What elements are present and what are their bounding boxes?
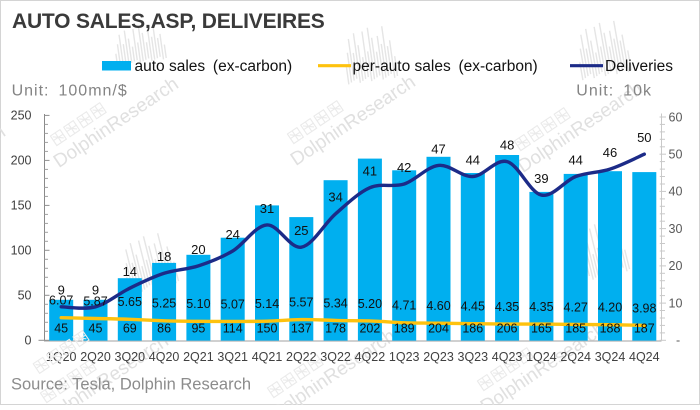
svg-text:4.71: 4.71 [392, 299, 416, 313]
svg-text:3Q23: 3Q23 [458, 350, 489, 364]
svg-text:14: 14 [123, 264, 137, 279]
svg-text:4Q20: 4Q20 [149, 350, 180, 364]
svg-text:204: 204 [428, 322, 449, 336]
svg-text:0: 0 [25, 334, 32, 348]
svg-text:44: 44 [568, 152, 582, 167]
svg-text:46: 46 [603, 145, 617, 160]
svg-text:69: 69 [123, 322, 137, 336]
svg-text:186: 186 [462, 322, 483, 336]
svg-text:1Q23: 1Q23 [389, 350, 420, 364]
svg-text:4.35: 4.35 [495, 300, 519, 314]
svg-text:Deliveries: Deliveries [605, 58, 673, 75]
svg-text:2Q24: 2Q24 [560, 350, 591, 364]
svg-text:185: 185 [565, 322, 586, 336]
svg-text:5.87: 5.87 [83, 294, 107, 308]
svg-text:202: 202 [359, 322, 380, 336]
svg-text:5.07: 5.07 [221, 297, 245, 311]
svg-text:187: 187 [634, 322, 655, 336]
svg-text:Unit: 10k: Unit: 10k [576, 83, 652, 100]
svg-text:206: 206 [497, 322, 518, 336]
svg-text:50: 50 [18, 289, 32, 303]
svg-text:34: 34 [328, 190, 342, 205]
svg-text:178: 178 [325, 322, 346, 336]
svg-text:25: 25 [294, 223, 308, 238]
svg-text:20: 20 [191, 242, 205, 257]
svg-text:auto sales (ex-carbon): auto sales (ex-carbon) [135, 58, 293, 75]
svg-text:5.10: 5.10 [186, 297, 210, 311]
svg-text:5.20: 5.20 [358, 297, 382, 311]
svg-text:95: 95 [191, 322, 205, 336]
svg-text:3.98: 3.98 [632, 301, 656, 315]
svg-text:60: 60 [669, 110, 683, 124]
svg-text:3Q24: 3Q24 [595, 350, 626, 364]
svg-text:165: 165 [531, 322, 552, 336]
svg-text:42: 42 [397, 160, 411, 175]
svg-text:188: 188 [600, 322, 621, 336]
svg-text:5.14: 5.14 [255, 297, 279, 311]
svg-text:5.65: 5.65 [118, 295, 142, 309]
svg-text:5.25: 5.25 [152, 297, 176, 311]
svg-text:41: 41 [363, 164, 377, 179]
svg-text:3Q20: 3Q20 [115, 350, 146, 364]
svg-text:189: 189 [394, 322, 415, 336]
svg-text:3Q21: 3Q21 [217, 350, 248, 364]
svg-text:250: 250 [11, 109, 32, 123]
svg-text:4.35: 4.35 [529, 300, 553, 314]
svg-text:4.27: 4.27 [564, 300, 588, 314]
svg-text:45: 45 [54, 322, 68, 336]
svg-text:50: 50 [637, 130, 651, 145]
svg-text:44: 44 [466, 152, 480, 167]
svg-text:4.60: 4.60 [426, 299, 450, 313]
svg-text:39: 39 [534, 171, 548, 186]
svg-text:Unit: 100mn/$: Unit: 100mn/$ [12, 83, 128, 100]
svg-text:4Q24: 4Q24 [629, 350, 660, 364]
svg-text:9: 9 [92, 283, 99, 298]
svg-text:5.34: 5.34 [323, 296, 347, 310]
svg-text:24: 24 [225, 227, 239, 242]
svg-text:5.57: 5.57 [289, 296, 313, 310]
svg-text:4Q22: 4Q22 [355, 350, 386, 364]
svg-text:2Q23: 2Q23 [423, 350, 454, 364]
svg-text:50: 50 [669, 148, 683, 162]
svg-text:20: 20 [669, 259, 683, 273]
svg-text:1Q24: 1Q24 [526, 350, 557, 364]
svg-text:9: 9 [58, 283, 65, 298]
svg-text:86: 86 [157, 322, 171, 336]
svg-text:40: 40 [669, 185, 683, 199]
svg-text:200: 200 [11, 154, 32, 168]
svg-text:2Q21: 2Q21 [183, 350, 214, 364]
svg-text:2Q20: 2Q20 [80, 350, 111, 364]
svg-text:2Q22: 2Q22 [286, 350, 317, 364]
svg-text:4Q21: 4Q21 [252, 350, 283, 364]
svg-text:6.07: 6.07 [49, 294, 73, 308]
svg-text:4Q23: 4Q23 [492, 350, 523, 364]
svg-text:3Q22: 3Q22 [320, 350, 351, 364]
svg-text:-: - [676, 333, 680, 347]
svg-text:10: 10 [669, 296, 683, 310]
svg-text:30: 30 [669, 222, 683, 236]
svg-text:150: 150 [11, 199, 32, 213]
svg-text:47: 47 [431, 141, 445, 156]
svg-text:Source: Tesla, Dolphin Researc: Source: Tesla, Dolphin Research [11, 376, 251, 394]
svg-text:45: 45 [89, 322, 103, 336]
svg-text:18: 18 [157, 249, 171, 264]
svg-text:48: 48 [500, 138, 514, 153]
svg-text:150: 150 [257, 322, 278, 336]
svg-text:4.20: 4.20 [598, 301, 622, 315]
svg-text:137: 137 [291, 322, 312, 336]
svg-text:AUTO SALES,ASP, DELIVEIRES: AUTO SALES,ASP, DELIVEIRES [12, 10, 325, 33]
svg-text:per-auto sales (ex-carbon): per-auto sales (ex-carbon) [353, 58, 538, 75]
svg-text:31: 31 [260, 201, 274, 216]
svg-text:4.45: 4.45 [461, 300, 485, 314]
svg-text:114: 114 [223, 322, 243, 336]
svg-text:100: 100 [11, 244, 32, 258]
